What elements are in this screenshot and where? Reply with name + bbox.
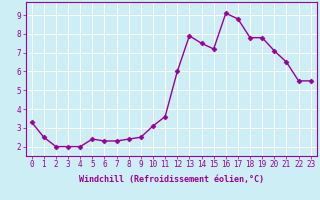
X-axis label: Windchill (Refroidissement éolien,°C): Windchill (Refroidissement éolien,°C) xyxy=(79,175,264,184)
